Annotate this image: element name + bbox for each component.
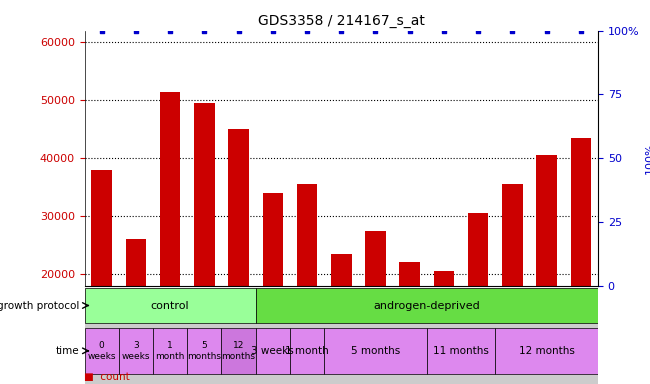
FancyBboxPatch shape xyxy=(290,288,324,384)
Text: 3
weeks: 3 weeks xyxy=(122,341,150,361)
FancyBboxPatch shape xyxy=(153,288,187,384)
Text: 11 months: 11 months xyxy=(433,346,489,356)
Point xyxy=(507,28,517,34)
Point xyxy=(268,28,278,34)
FancyBboxPatch shape xyxy=(461,288,495,384)
Point xyxy=(302,28,312,34)
Point xyxy=(439,28,449,34)
Bar xyxy=(160,91,180,384)
Point xyxy=(370,28,381,34)
Bar xyxy=(400,263,420,384)
FancyBboxPatch shape xyxy=(358,288,393,384)
Bar xyxy=(468,213,488,384)
Text: 3 weeks: 3 weeks xyxy=(252,346,294,356)
FancyBboxPatch shape xyxy=(564,288,598,384)
Text: 12 months: 12 months xyxy=(519,346,575,356)
Point xyxy=(473,28,484,34)
FancyBboxPatch shape xyxy=(187,328,222,374)
Point xyxy=(576,28,586,34)
Bar xyxy=(434,271,454,384)
Text: 1 month: 1 month xyxy=(285,346,329,356)
FancyBboxPatch shape xyxy=(187,288,222,384)
Point xyxy=(165,28,176,34)
FancyBboxPatch shape xyxy=(84,288,119,384)
Point xyxy=(96,28,107,34)
FancyBboxPatch shape xyxy=(255,288,598,323)
Text: androgen-deprived: androgen-deprived xyxy=(374,301,480,311)
Text: time: time xyxy=(56,346,79,356)
FancyBboxPatch shape xyxy=(495,288,530,384)
FancyBboxPatch shape xyxy=(153,328,187,374)
Bar xyxy=(536,155,557,384)
Point xyxy=(199,28,209,34)
Point xyxy=(541,28,552,34)
FancyBboxPatch shape xyxy=(84,288,255,323)
Bar xyxy=(228,129,249,384)
Title: GDS3358 / 214167_s_at: GDS3358 / 214167_s_at xyxy=(258,14,424,28)
Text: control: control xyxy=(151,301,189,311)
Text: ■  count: ■ count xyxy=(84,372,130,382)
FancyBboxPatch shape xyxy=(427,328,495,374)
Bar xyxy=(194,103,214,384)
Point xyxy=(233,28,244,34)
Text: 1
month: 1 month xyxy=(155,341,185,361)
Text: 5 months: 5 months xyxy=(351,346,400,356)
Bar xyxy=(297,184,317,384)
FancyBboxPatch shape xyxy=(393,288,427,384)
Bar xyxy=(263,193,283,384)
FancyBboxPatch shape xyxy=(290,328,324,374)
FancyBboxPatch shape xyxy=(119,328,153,374)
Bar xyxy=(571,138,591,384)
FancyBboxPatch shape xyxy=(324,288,358,384)
FancyBboxPatch shape xyxy=(222,328,255,374)
FancyBboxPatch shape xyxy=(255,288,290,384)
Bar xyxy=(92,170,112,384)
FancyBboxPatch shape xyxy=(255,328,290,374)
FancyBboxPatch shape xyxy=(427,288,461,384)
Point xyxy=(131,28,141,34)
Text: 0
weeks: 0 weeks xyxy=(87,341,116,361)
Bar xyxy=(125,239,146,384)
FancyBboxPatch shape xyxy=(530,288,564,384)
FancyBboxPatch shape xyxy=(324,328,427,374)
Y-axis label: 100%: 100% xyxy=(645,142,650,174)
Text: growth protocol: growth protocol xyxy=(0,301,79,311)
Bar xyxy=(502,184,523,384)
FancyBboxPatch shape xyxy=(222,288,255,384)
FancyBboxPatch shape xyxy=(84,328,119,374)
Bar xyxy=(331,254,352,384)
Point xyxy=(404,28,415,34)
Text: 12
months: 12 months xyxy=(222,341,255,361)
FancyBboxPatch shape xyxy=(119,288,153,384)
FancyBboxPatch shape xyxy=(495,328,598,374)
Bar xyxy=(365,231,385,384)
Text: 5
months: 5 months xyxy=(187,341,221,361)
Point xyxy=(336,28,346,34)
